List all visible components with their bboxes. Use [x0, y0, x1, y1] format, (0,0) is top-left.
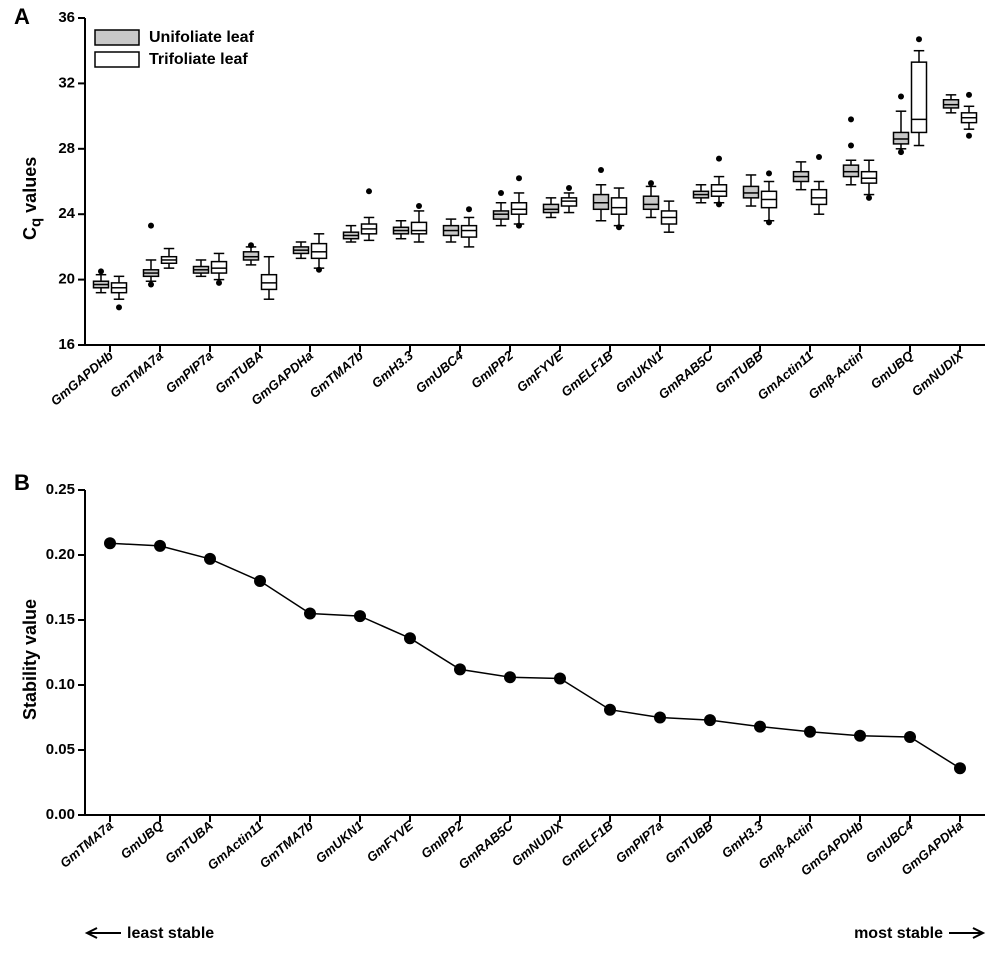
svg-text:36: 36	[58, 9, 75, 26]
svg-text:20: 20	[58, 271, 75, 288]
svg-text:GmNUDIX: GmNUDIX	[909, 347, 967, 399]
svg-text:Trifoliate leaf: Trifoliate leaf	[149, 51, 248, 68]
svg-text:24: 24	[58, 205, 75, 222]
svg-text:Gmβ-Actin: Gmβ-Actin	[805, 348, 866, 402]
svg-text:GmH3.3: GmH3.3	[719, 817, 767, 861]
svg-text:GmRAB5C: GmRAB5C	[455, 817, 516, 872]
svg-text:GmTMA7b: GmTMA7b	[306, 348, 365, 401]
svg-text:GmGAPDHb: GmGAPDHb	[48, 348, 116, 409]
svg-text:GmPIP7a: GmPIP7a	[613, 818, 666, 866]
svg-text:GmFYVE: GmFYVE	[364, 818, 417, 865]
svg-text:GmTUBB: GmTUBB	[662, 818, 716, 867]
svg-text:GmELF1B: GmELF1B	[558, 348, 616, 400]
svg-text:GmActin11: GmActin11	[754, 348, 815, 403]
svg-text:0.20: 0.20	[46, 546, 75, 563]
svg-text:0.05: 0.05	[46, 741, 75, 758]
svg-text:GmUKN1: GmUKN1	[313, 818, 366, 866]
figure-container: A Cq values 162024283236GmGAPDHbGmTMA7aG…	[0, 0, 1000, 963]
svg-text:GmNUDIX: GmNUDIX	[509, 817, 567, 869]
svg-text:0.25: 0.25	[46, 481, 75, 498]
svg-text:GmUBQ: GmUBQ	[118, 818, 166, 862]
svg-text:GmTMA7b: GmTMA7b	[256, 818, 315, 871]
svg-text:16: 16	[58, 336, 75, 353]
svg-text:28: 28	[58, 140, 75, 157]
svg-text:GmIPP2: GmIPP2	[468, 347, 516, 391]
panel-b-chart: 0.00 0.05 0.10 0.15 0.20 0.25 GmTMA7aGmUBQ GmTU…	[0, 460, 1000, 960]
svg-text:0.15: 0.15	[46, 611, 75, 628]
panel-a-chart: 162024283236GmGAPDHbGmTMA7aGmPIP7aGmTUBA…	[0, 0, 1000, 460]
svg-text:GmRAB5C: GmRAB5C	[655, 347, 716, 402]
svg-text:GmPIP7a: GmPIP7a	[163, 348, 216, 396]
svg-text:GmUBC4: GmUBC4	[413, 347, 467, 396]
svg-text:GmTMA7a: GmTMA7a	[57, 818, 116, 871]
svg-text:0.10: 0.10	[46, 676, 75, 693]
svg-text:GmELF1B: GmELF1B	[558, 818, 616, 870]
svg-text:Unifoliate leaf: Unifoliate leaf	[149, 29, 255, 46]
svg-text:0.00: 0.00	[46, 806, 75, 823]
svg-text:GmTMA7a: GmTMA7a	[107, 348, 166, 401]
svg-text:GmH3.3: GmH3.3	[369, 347, 417, 391]
most-stable-label: most stable	[854, 925, 943, 942]
svg-text:GmIPP2: GmIPP2	[418, 817, 466, 861]
svg-text:GmActin11: GmActin11	[204, 818, 265, 873]
least-stable-label: least stable	[127, 925, 214, 942]
svg-text:32: 32	[58, 74, 75, 91]
svg-text:GmUBQ: GmUBQ	[868, 348, 916, 392]
